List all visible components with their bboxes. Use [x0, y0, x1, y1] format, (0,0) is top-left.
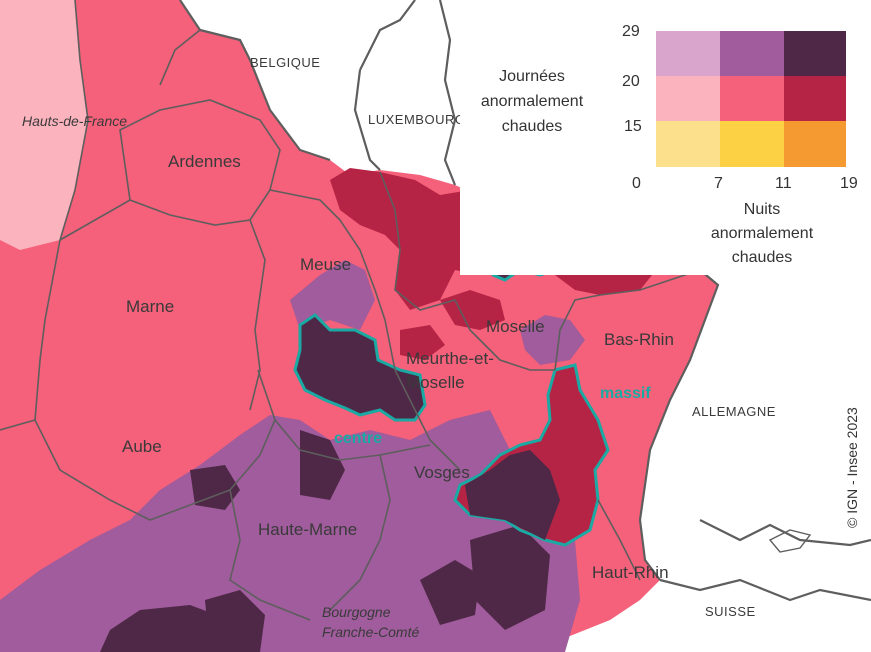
label-haute-marne: Haute-Marne	[258, 520, 357, 539]
zone-centre-area	[293, 313, 427, 422]
country-borders	[179, 0, 871, 602]
legend-cell-r3c3	[784, 121, 846, 167]
legend-cell-r1c2	[720, 31, 784, 76]
zone-massif-dark	[465, 450, 560, 540]
legend-y-title-3: chaudes	[502, 118, 563, 135]
label-meurthe-1: Meurthe-et-	[406, 349, 494, 368]
purple-patch-meuse	[290, 260, 375, 330]
label-vosges: Vosges	[414, 463, 470, 482]
department-borders	[0, 0, 701, 621]
label-hauts-de-france: Hauts-de-France	[22, 113, 127, 129]
purple-patch-moselle	[520, 315, 585, 365]
label-belgique: BELGIQUE	[250, 55, 320, 70]
dark-patch-bottom	[205, 590, 265, 652]
legend-y-tick-20: 20	[622, 73, 640, 90]
legend-x-title-2: anormalement	[711, 225, 814, 242]
label-suisse: SUISSE	[705, 604, 756, 619]
label-ardennes: Ardennes	[168, 152, 241, 171]
legend-y-title-1: Journées	[499, 68, 565, 85]
label-bourgogne-1: Bourgogne	[322, 604, 391, 620]
crimson-moselle	[440, 290, 505, 330]
region-hauts-de-france	[0, 0, 88, 250]
legend-y-tick-15: 15	[624, 118, 642, 135]
legend-cell-r2c1	[656, 76, 720, 121]
dark-patch-hmarne	[300, 430, 345, 500]
label-moselle: Moselle	[486, 317, 545, 336]
label-haut-rhin: Haut-Rhin	[592, 563, 669, 582]
legend-cell-r2c2	[720, 76, 784, 121]
legend-y-tick-29: 29	[622, 23, 640, 40]
legend-x-tick-0: 0	[632, 175, 641, 192]
label-meurthe-2: Moselle	[406, 373, 465, 392]
legend-x-tick-19: 19	[840, 175, 858, 192]
legend-y-title-2: anormalement	[481, 93, 584, 110]
dark-patch-south-center	[420, 560, 480, 625]
dark-patch-aube	[190, 465, 240, 510]
copyright-text: © IGN - Insee 2023	[844, 407, 860, 528]
legend-x-tick-7: 7	[714, 175, 723, 192]
label-bas-rhin: Bas-Rhin	[604, 330, 674, 349]
legend-cell-r1c3	[784, 31, 846, 76]
label-luxembourg: LUXEMBOURG	[368, 112, 465, 127]
crimson-north-band	[330, 168, 500, 310]
lake-icon	[768, 529, 812, 553]
label-bourgogne-2: Franche-Comté	[322, 624, 419, 640]
legend-cell-r3c1	[656, 121, 720, 167]
label-allemagne: ALLEMAGNE	[692, 404, 776, 419]
crimson-meurthe	[400, 325, 445, 360]
legend-x-title-1: Nuits	[744, 201, 780, 218]
label-marne: Marne	[126, 297, 174, 316]
legend-x-title-3: chaudes	[732, 249, 793, 266]
label-zone-centre: centre	[334, 430, 382, 447]
legend-cell-r2c3	[784, 76, 846, 121]
legend-cell-r1c1	[656, 31, 720, 76]
label-aube: Aube	[122, 437, 162, 456]
legend-x-tick-11: 11	[775, 175, 792, 192]
legend-cell-r3c2	[720, 121, 784, 167]
label-meuse: Meuse	[300, 255, 351, 274]
label-zone-massif: massif	[600, 385, 651, 402]
dark-patch-se	[470, 525, 550, 630]
legend-grid	[656, 31, 846, 167]
